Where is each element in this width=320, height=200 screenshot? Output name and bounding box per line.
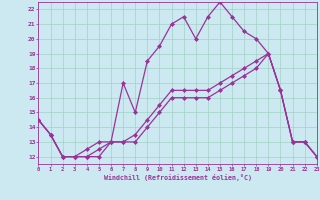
X-axis label: Windchill (Refroidissement éolien,°C): Windchill (Refroidissement éolien,°C) (104, 174, 252, 181)
